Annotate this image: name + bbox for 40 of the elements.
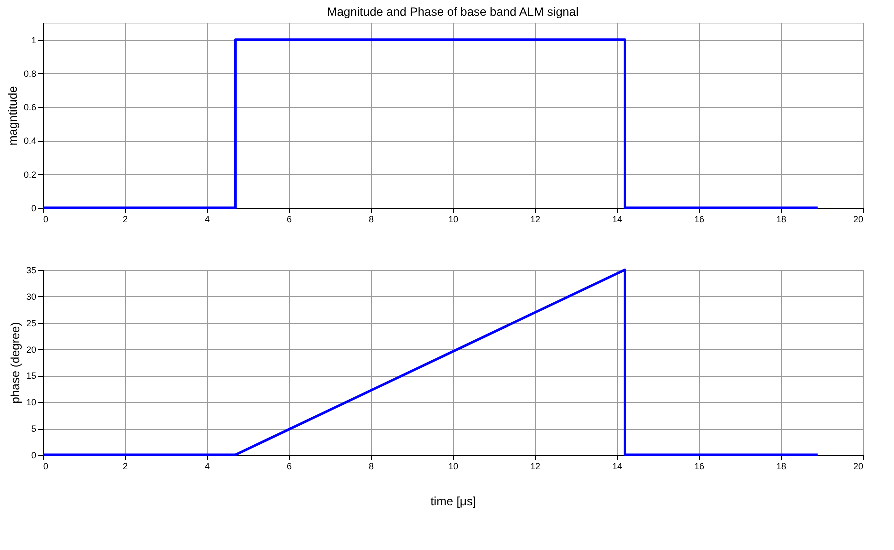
x-tick-label: 2 — [122, 214, 128, 224]
x-tick-label: 8 — [368, 214, 374, 224]
x-tick-label: 4 — [204, 462, 210, 472]
x-tick-label: 8 — [368, 462, 374, 472]
y-tick-label: 30 — [26, 292, 36, 302]
y-tick-label: 1 — [31, 35, 36, 46]
y-tick-label: 0.8 — [24, 68, 36, 79]
x-tick-label: 0 — [44, 462, 49, 472]
chart-title: Magnitude and Phase of base band ALM signal — [327, 5, 579, 19]
y-tick-label: 35 — [26, 266, 36, 276]
x-tick-label: 4 — [204, 214, 210, 224]
x-tick-label: 14 — [612, 214, 623, 224]
y-tick-label: 0.6 — [24, 102, 36, 113]
x-tick-label: 20 — [853, 462, 864, 472]
x-tick-label: 12 — [530, 462, 541, 472]
y-tick-label: 0.2 — [24, 170, 36, 180]
x-tick-label: 10 — [448, 462, 459, 472]
x-tick-label: 14 — [612, 462, 623, 472]
y-tick-label: 10 — [26, 398, 36, 408]
x-tick-label: 6 — [286, 462, 292, 472]
x-axis-title: time [μs] — [430, 494, 476, 508]
y-tick-label: 0.4 — [24, 136, 36, 146]
y-axis-title: phase (degree) — [8, 322, 22, 404]
x-tick-label: 20 — [853, 214, 864, 224]
x-tick-label: 6 — [286, 214, 292, 224]
x-tick-label: 16 — [694, 462, 705, 472]
x-tick-label: 10 — [448, 214, 459, 224]
x-tick-label: 18 — [776, 462, 787, 472]
x-tick-label: 12 — [530, 214, 541, 224]
y-axis-title: magntitude — [6, 86, 20, 146]
y-tick-label: 0 — [31, 204, 36, 214]
y-tick-label: 20 — [26, 344, 36, 355]
y-tick-label: 5 — [31, 424, 36, 434]
x-tick-label: 0 — [44, 214, 49, 224]
x-tick-label: 16 — [694, 214, 705, 224]
y-tick-label: 25 — [26, 318, 36, 328]
x-tick-label: 2 — [122, 462, 128, 472]
y-tick-label: 15 — [26, 371, 36, 382]
y-tick-label: 0 — [31, 450, 36, 460]
x-tick-label: 18 — [776, 214, 787, 224]
